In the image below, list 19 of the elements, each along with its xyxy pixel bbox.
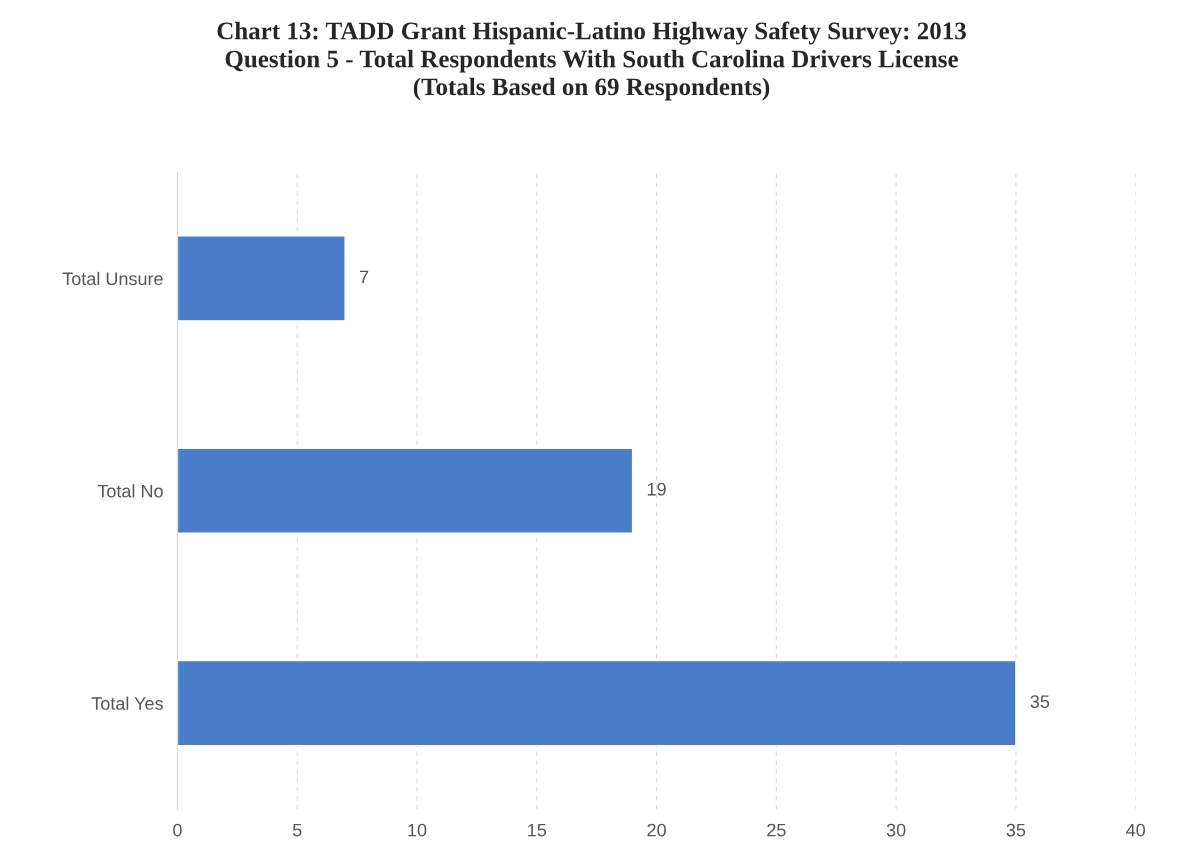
chart-title: Chart 13: TADD Grant Hispanic-Latino Highway Safety Survey: 2013 Question 5 - Total Respondents With South Carolina Drivers License (Totals Based on 69 Respondents): [217, 21, 966, 101]
x-tick-label: 5: [292, 823, 302, 837]
x-tick-label: 15: [528, 823, 547, 837]
y-tick-label: Total No: [97, 484, 163, 498]
x-tick-label: 35: [1006, 823, 1026, 837]
bar: [177, 447, 634, 534]
y-tick-label: Total Unsure: [62, 271, 163, 286]
x-tick-label: 10: [408, 823, 427, 837]
x-tick-label: 20: [647, 823, 666, 837]
data-label: 19: [647, 482, 666, 496]
x-tick-label: 40: [1126, 823, 1146, 837]
data-label: 7: [359, 270, 369, 284]
bar: [177, 235, 346, 322]
x-tick-label: 25: [767, 823, 786, 837]
bar: [177, 659, 1017, 747]
data-label: 35: [1030, 695, 1050, 708]
x-tick-label: 0: [173, 823, 182, 837]
y-tick-label: Total Yes: [91, 696, 163, 710]
x-tick-label: 30: [886, 823, 906, 837]
